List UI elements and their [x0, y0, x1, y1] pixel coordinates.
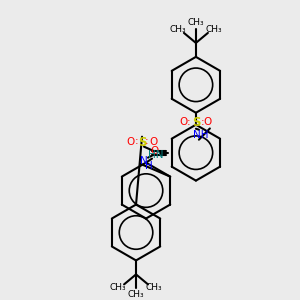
Text: S: S — [138, 136, 146, 149]
Text: O: O — [150, 137, 158, 147]
Text: H: H — [145, 160, 153, 171]
Text: N: N — [140, 156, 148, 166]
Text: O: O — [204, 117, 212, 127]
Text: CH₃: CH₃ — [146, 283, 162, 292]
Text: :: : — [201, 117, 205, 127]
Text: CH₃: CH₃ — [188, 19, 204, 28]
Text: :: : — [135, 136, 139, 146]
Text: CH₃: CH₃ — [169, 26, 186, 34]
Text: :: : — [187, 117, 191, 127]
Text: HN: HN — [148, 150, 164, 160]
Text: CH₃: CH₃ — [110, 283, 126, 292]
Text: O: O — [151, 146, 159, 156]
Text: S: S — [192, 116, 200, 129]
Text: NH: NH — [193, 130, 208, 140]
Text: CH₃: CH₃ — [206, 26, 222, 34]
Text: O: O — [126, 137, 134, 147]
Text: O: O — [180, 117, 188, 127]
Text: :: : — [145, 136, 149, 146]
Text: CH₃: CH₃ — [128, 290, 144, 299]
